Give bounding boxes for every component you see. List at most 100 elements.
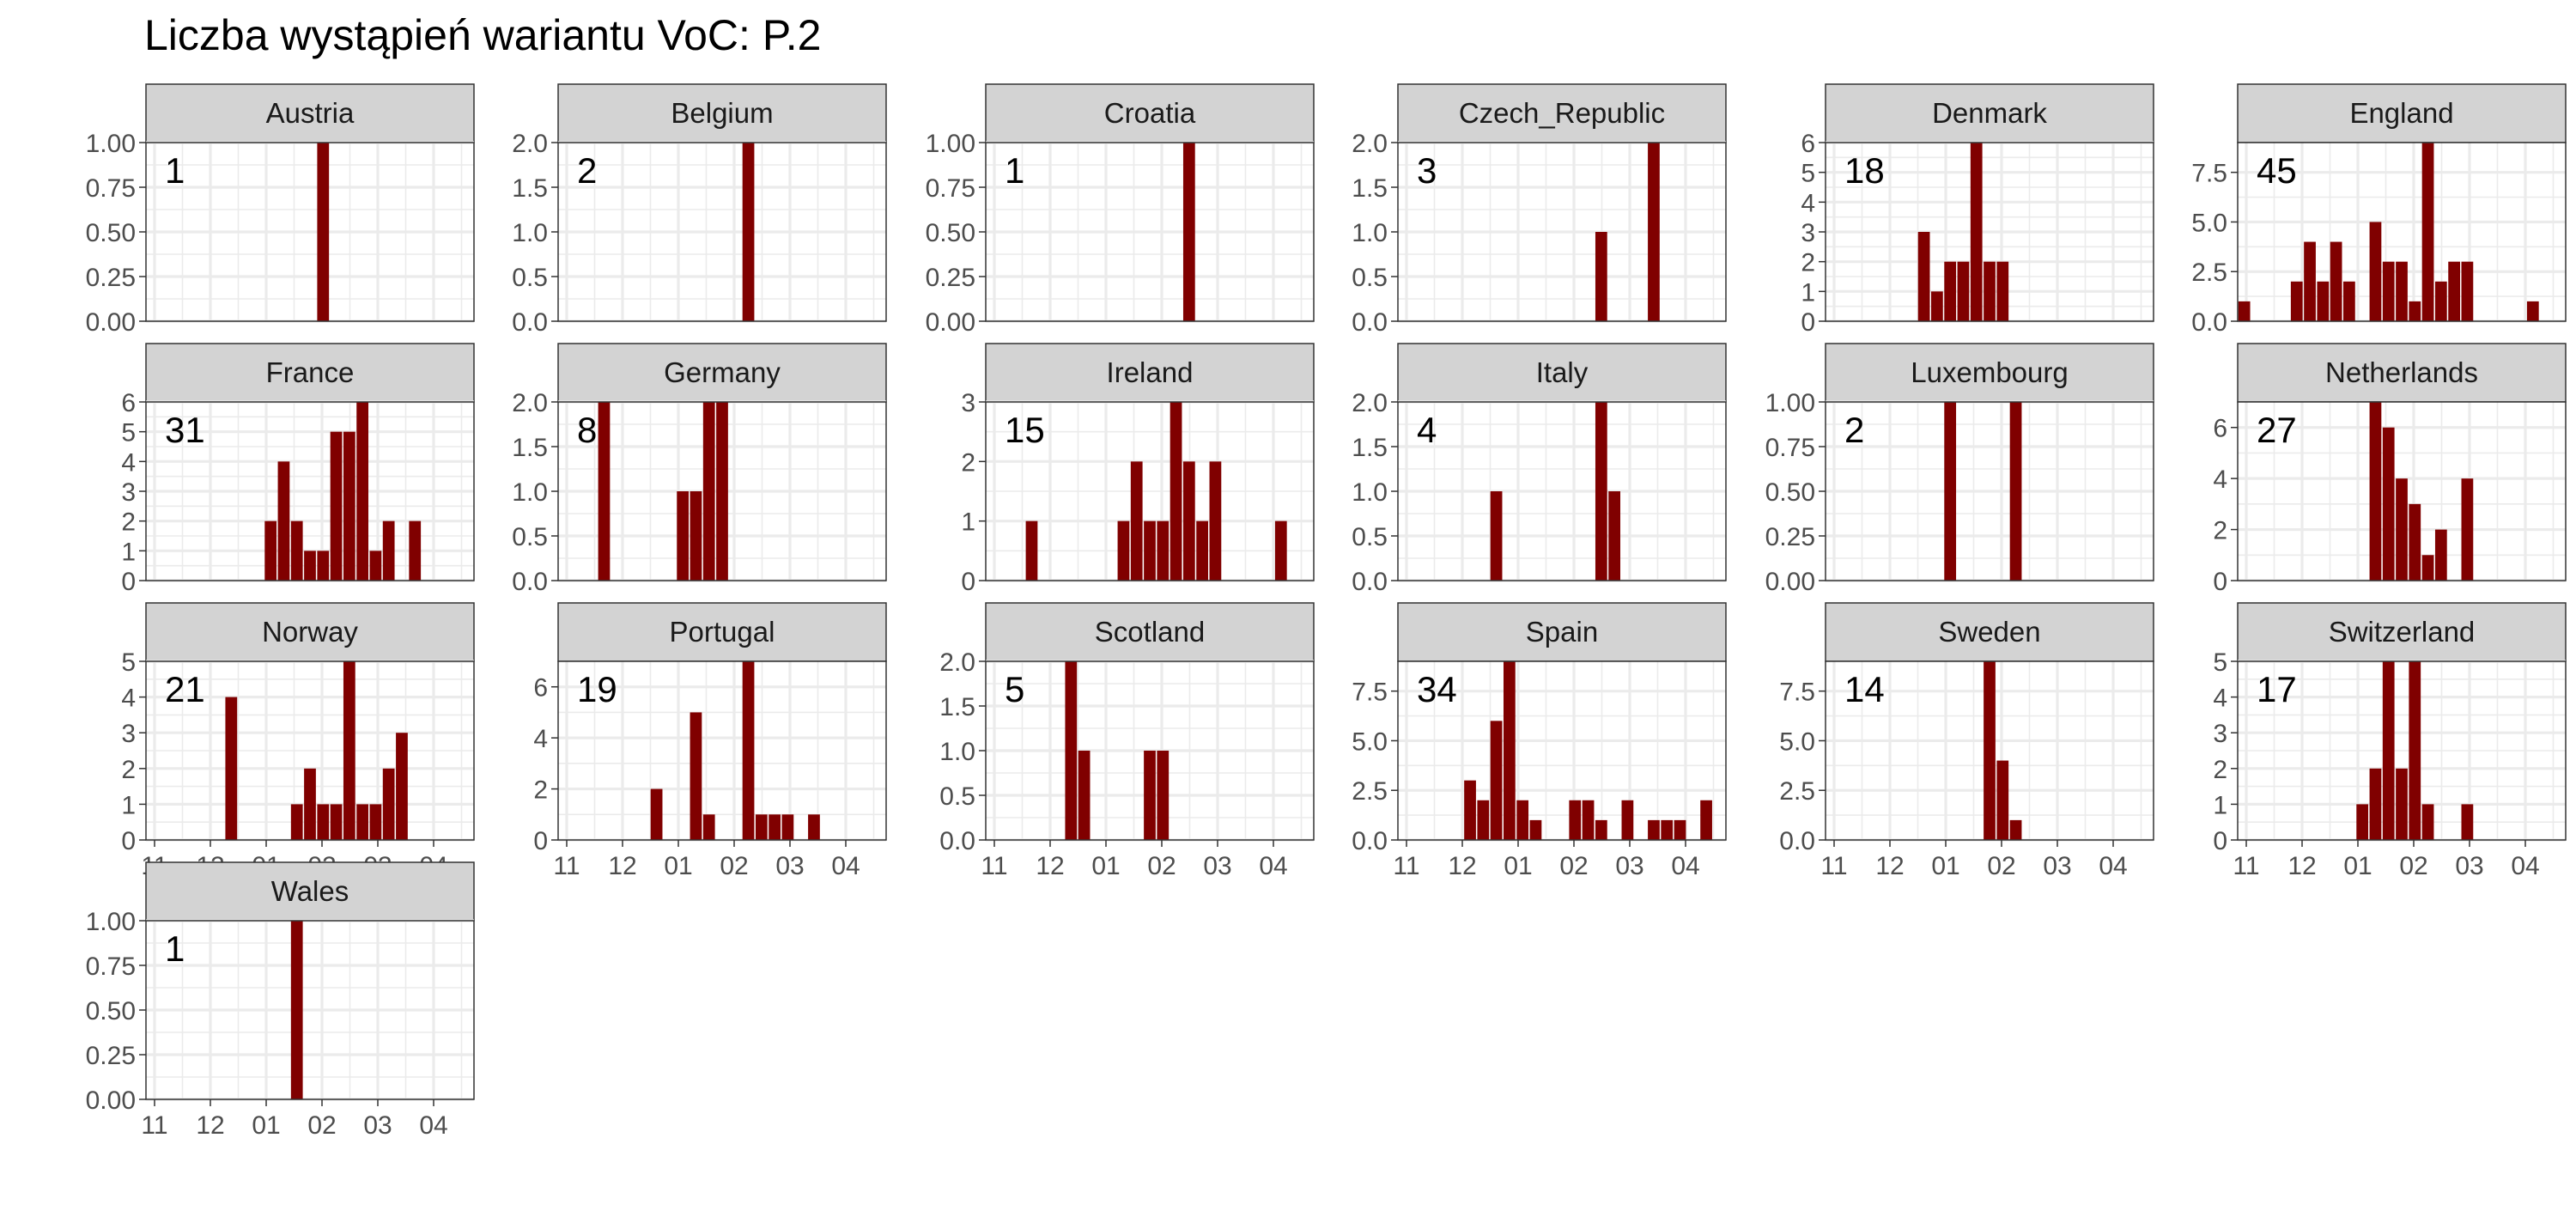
strip-label: Czech_Republic xyxy=(1459,97,1665,129)
bar xyxy=(1516,800,1529,840)
y-tick-label: 0.0 xyxy=(512,308,548,337)
bar xyxy=(2238,301,2251,321)
bar xyxy=(2526,301,2539,321)
y-tick-label: 6 xyxy=(121,389,136,417)
y-tick-label: 0 xyxy=(2213,827,2227,855)
strip-label: Spain xyxy=(1526,616,1598,648)
bar xyxy=(304,768,316,840)
y-tick-label: 2.0 xyxy=(512,389,548,417)
y-tick-label: 1.5 xyxy=(939,693,975,721)
bar xyxy=(2409,301,2421,321)
strip-norway xyxy=(145,602,475,662)
y-tick-label: 3 xyxy=(121,478,136,507)
total-count-label: 1 xyxy=(165,928,185,969)
x-tick-label: 01 xyxy=(2343,852,2372,880)
total-count-label: 14 xyxy=(1844,669,1885,709)
strip-portugal xyxy=(557,602,887,662)
y-tick-label: 1.0 xyxy=(512,478,548,507)
y-tick-label: 0 xyxy=(533,827,548,855)
y-tick-label: 0.50 xyxy=(1765,478,1815,507)
y-tick-label: 0 xyxy=(121,827,136,855)
x-tick-label: 01 xyxy=(664,852,692,880)
panel-border xyxy=(2237,401,2567,581)
bar xyxy=(1996,261,2009,321)
bar xyxy=(1931,291,1943,321)
bar xyxy=(742,661,755,840)
x-tick-label: 12 xyxy=(608,852,636,880)
y-tick-label: 3 xyxy=(2213,720,2227,748)
panel-croatia: Croatia 1 0.00 0.25 0.50 0.75 1.00 xyxy=(926,83,1315,337)
bar xyxy=(1144,751,1156,840)
panel-austria: Austria 1 0.00 0.25 0.50 0.75 1.00 xyxy=(86,83,475,337)
bar xyxy=(1529,819,1542,840)
panel-background xyxy=(558,661,886,840)
y-tick-label: 0 xyxy=(2213,568,2227,596)
y-tick-label: 0.5 xyxy=(512,523,548,551)
y-tick-label: 1 xyxy=(121,538,136,566)
y-tick-label: 7.5 xyxy=(2191,160,2227,188)
total-count-label: 8 xyxy=(577,410,597,450)
total-count-label: 17 xyxy=(2257,669,2297,709)
strip-germany xyxy=(557,343,887,403)
bar xyxy=(225,697,238,840)
bar xyxy=(1569,800,1582,840)
y-tick-label: 2 xyxy=(121,756,136,784)
bar xyxy=(2382,427,2395,581)
x-tick-label: 04 xyxy=(1259,852,1287,880)
panel-wales: Wales 1 0.00 0.25 0.50 0.75 1.00 11 12 01 02 03 04 xyxy=(86,861,475,1140)
y-tick-label: 0.5 xyxy=(1352,264,1388,292)
x-tick-label: 01 xyxy=(1931,852,1959,880)
x-tick-label: 04 xyxy=(831,852,860,880)
panel-belgium: Belgium 2 0.0 0.5 1.0 1.5 2.0 xyxy=(512,83,887,337)
x-tick-label: 01 xyxy=(1091,852,1120,880)
x-tick-label: 02 xyxy=(2399,852,2427,880)
bar xyxy=(1170,402,1182,581)
bar xyxy=(1025,520,1038,581)
y-tick-label: 4 xyxy=(2213,466,2227,494)
bar xyxy=(369,804,382,840)
bar xyxy=(277,461,290,581)
bar xyxy=(2290,281,2303,321)
y-tick-label: 0 xyxy=(961,568,975,596)
y-tick-label: 0.25 xyxy=(1765,523,1815,551)
bar xyxy=(1996,760,2009,840)
bar xyxy=(1157,520,1170,581)
total-count-label: 15 xyxy=(1005,410,1045,450)
strip-sweden xyxy=(1825,602,2154,662)
x-tick-label: 04 xyxy=(419,1111,447,1140)
strip-czech-republic xyxy=(1397,83,1727,143)
bar xyxy=(2009,402,2022,581)
bar xyxy=(1595,402,1607,581)
y-tick-label: 4 xyxy=(121,685,136,713)
bar xyxy=(317,804,330,840)
panel-border xyxy=(557,660,887,841)
total-count-label: 4 xyxy=(1417,410,1437,450)
y-tick-label: 0.75 xyxy=(926,174,975,203)
bar xyxy=(317,551,330,581)
panel-luxembourg: Luxembourg 2 0.00 0.25 0.50 0.75 1.00 xyxy=(1765,343,2154,596)
y-tick-label: 4 xyxy=(533,725,548,753)
x-tick-label: 11 xyxy=(553,852,580,880)
total-count-label: 45 xyxy=(2257,150,2297,191)
strip-label: Netherlands xyxy=(2325,356,2478,388)
strip-label: Germany xyxy=(664,356,781,388)
y-tick-label: 2 xyxy=(2213,517,2227,545)
y-tick-label: 6 xyxy=(533,674,548,703)
x-tick-label: 11 xyxy=(981,852,1007,880)
y-tick-label: 3 xyxy=(1801,219,1815,247)
y-tick-label: 2 xyxy=(961,448,975,477)
panel-border xyxy=(1825,660,2154,841)
total-count-label: 18 xyxy=(1844,150,1885,191)
x-tick-label: 02 xyxy=(307,1111,336,1140)
bar xyxy=(317,143,330,321)
y-tick-label: 2.5 xyxy=(1352,777,1388,806)
x-tick-label: 03 xyxy=(1615,852,1643,880)
total-count-label: 1 xyxy=(1005,150,1024,191)
y-tick-label: 2.0 xyxy=(512,130,548,158)
bar xyxy=(1648,819,1660,840)
bar xyxy=(1970,143,1983,321)
x-tick-label: 01 xyxy=(1504,852,1532,880)
bar xyxy=(1661,819,1674,840)
